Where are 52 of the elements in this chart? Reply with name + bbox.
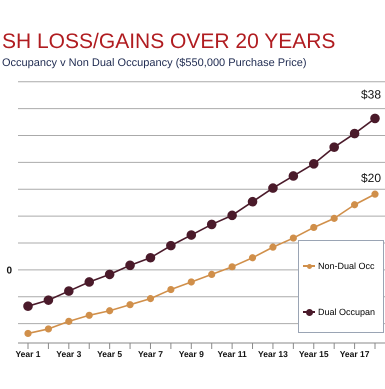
legend-label: Dual Occupan	[318, 307, 376, 317]
point	[206, 220, 217, 230]
x-tick-label: Year 15	[298, 349, 329, 360]
point	[166, 240, 176, 250]
point	[126, 301, 134, 308]
point	[146, 295, 154, 302]
point	[188, 278, 195, 286]
point	[227, 210, 237, 220]
x-tick-label: Year 9	[178, 349, 204, 360]
point	[371, 190, 379, 198]
point	[86, 312, 93, 319]
point	[330, 214, 338, 222]
point	[84, 277, 94, 287]
point	[24, 330, 32, 338]
point	[23, 301, 33, 311]
point	[104, 270, 114, 280]
chart-title: SH LOSS/GAINS OVER 20 YEARS	[2, 30, 336, 54]
point	[269, 244, 277, 251]
x-tick-label: Year 13	[258, 349, 288, 360]
point	[44, 295, 54, 305]
point	[350, 128, 360, 138]
point	[268, 183, 278, 193]
point	[228, 263, 236, 270]
point	[248, 254, 256, 262]
point	[65, 318, 72, 325]
point	[248, 196, 258, 207]
point	[64, 286, 74, 296]
chart-subtitle: Occupancy v Non Dual Occupancy ($550,000 Purchase Price)	[2, 57, 306, 69]
point	[310, 224, 318, 232]
point	[290, 234, 297, 242]
x-tick-label: Year 17	[340, 349, 370, 360]
x-tick-label: Year 3	[56, 349, 82, 360]
point	[308, 159, 319, 169]
x-tick-label: Year 7	[138, 349, 164, 360]
point	[288, 171, 298, 181]
point	[186, 230, 196, 240]
point	[44, 325, 52, 333]
point	[370, 114, 380, 124]
point	[208, 270, 216, 278]
ref-line-label: 0	[6, 265, 12, 276]
x-tick-label: Year 1	[15, 349, 41, 360]
annotation: $20	[360, 171, 382, 186]
point	[146, 252, 156, 263]
legend-label: Non-Dual Occ	[318, 261, 375, 271]
point	[329, 142, 339, 152]
point	[167, 286, 174, 294]
text: $38	[360, 87, 382, 102]
x-tick-label: Year 5	[97, 349, 122, 360]
point	[125, 260, 135, 270]
point	[350, 201, 358, 208]
x-tick-label: Year 11	[217, 349, 248, 360]
point	[106, 307, 114, 314]
